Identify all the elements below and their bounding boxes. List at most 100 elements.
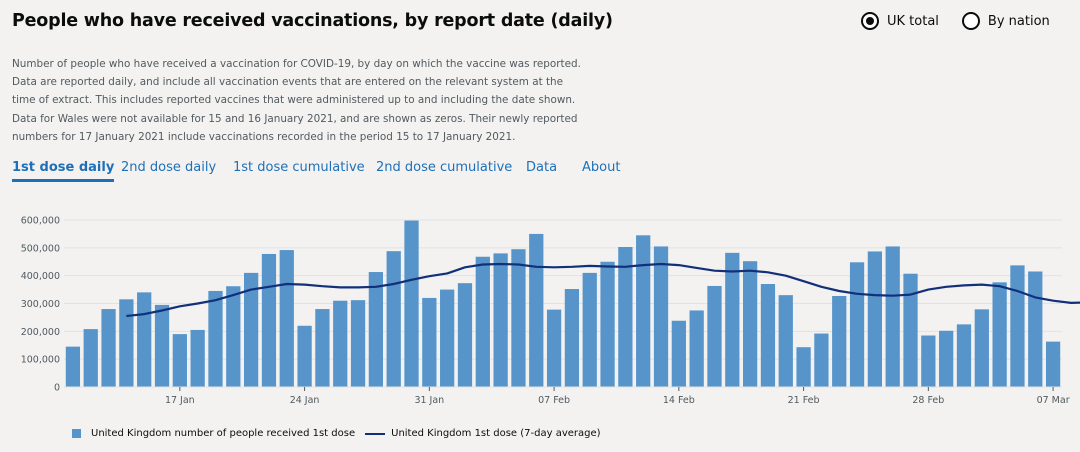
bar <box>939 330 954 387</box>
bar <box>974 309 989 387</box>
bar <box>707 285 722 387</box>
bar <box>582 272 597 387</box>
bar <box>119 299 134 387</box>
bar <box>867 251 883 387</box>
bar <box>154 304 170 387</box>
radio-selected-indicator[interactable] <box>861 12 879 30</box>
legend-item-average[interactable]: United Kingdom 1st dose (7-day average) <box>365 428 601 439</box>
tab-1st-dose-daily[interactable]: 1st dose daily <box>12 160 115 182</box>
bar <box>422 297 437 387</box>
bar <box>457 283 473 387</box>
bar <box>546 309 562 387</box>
bar <box>600 261 615 387</box>
bar <box>1028 271 1043 387</box>
legend-line-swatch <box>365 432 386 435</box>
bar <box>564 289 580 387</box>
y-tick-label: 0 <box>54 383 60 394</box>
x-tick-label: 07 Mar <box>1037 395 1070 406</box>
legend-item-bars[interactable]: United Kingdom number of people received… <box>72 428 355 439</box>
y-tick-label: 500,000 <box>21 243 60 254</box>
bar <box>1045 341 1061 387</box>
y-tick-label: 600,000 <box>21 216 60 227</box>
bar <box>368 272 384 387</box>
bar <box>243 272 259 387</box>
bar <box>653 246 669 387</box>
x-tick-label: 21 Feb <box>788 395 820 406</box>
y-tick-label: 300,000 <box>21 299 60 310</box>
radio-uk-total[interactable]: UK total <box>861 12 939 30</box>
x-tick-label: 14 Feb <box>663 395 695 406</box>
radio-uk-total-label: UK total <box>887 13 939 29</box>
y-tick-label: 100,000 <box>21 355 60 366</box>
radio-unselected-indicator[interactable] <box>961 12 980 30</box>
bar <box>921 335 936 387</box>
description-line: time of extract. This includes reported … <box>12 94 576 107</box>
bar <box>760 284 776 387</box>
bar <box>190 329 205 387</box>
bar <box>742 261 758 387</box>
bar <box>778 295 793 387</box>
legend-bar-swatch <box>72 429 81 438</box>
bar <box>1010 265 1025 387</box>
y-tick-label: 400,000 <box>21 271 60 282</box>
bar <box>956 324 972 387</box>
bar <box>725 252 740 387</box>
legend-label: United Kingdom 1st dose (7-day average) <box>391 428 601 439</box>
bar <box>350 300 366 387</box>
bar <box>689 310 704 387</box>
page-title: People who have received vaccinations, b… <box>12 11 613 31</box>
tab-2nd-dose-daily[interactable]: 2nd dose daily <box>121 160 217 175</box>
vaccinations-chart: 0 100,000 200,000 300,000 400,000 500,000 600,… <box>21 216 1080 406</box>
bar <box>208 290 223 387</box>
bar <box>832 295 847 387</box>
bar <box>315 309 330 387</box>
bar <box>796 347 811 387</box>
bar <box>992 282 1007 387</box>
bar <box>849 262 865 387</box>
bar <box>885 246 900 387</box>
y-tick-label: 200,000 <box>21 327 60 338</box>
tab-2nd-dose-cumulative[interactable]: 2nd dose cumulative <box>376 160 513 175</box>
description-line: Data for Wales were not available for 15… <box>12 112 578 125</box>
bar <box>297 325 312 387</box>
description-line: numbers for 17 January 2021 include vacc… <box>12 130 516 143</box>
bar <box>618 246 633 387</box>
bar <box>279 250 294 387</box>
x-tick-label: 17 Jan <box>165 395 195 406</box>
bar <box>529 233 544 387</box>
x-tick-label: 07 Feb <box>538 395 570 406</box>
bar <box>261 253 277 387</box>
average-line <box>126 262 1080 318</box>
bar <box>636 235 651 387</box>
bar <box>404 220 419 387</box>
bar <box>493 253 508 387</box>
bar <box>475 256 490 387</box>
chart-legend: United Kingdom number of people received… <box>72 428 601 439</box>
x-tick-label: 24 Jan <box>290 395 320 406</box>
description-line: Number of people who have received a vac… <box>12 58 581 70</box>
bar <box>386 251 401 387</box>
bar <box>440 289 455 387</box>
bar <box>333 300 348 387</box>
bar <box>172 334 187 387</box>
bar <box>511 249 526 387</box>
bar <box>671 320 686 387</box>
description-line: Data are reported daily, and include all… <box>12 76 564 89</box>
bar <box>83 329 98 387</box>
bar <box>65 346 81 387</box>
radio-by-nation[interactable]: By nation <box>961 12 1050 30</box>
bar <box>903 273 918 387</box>
bar <box>137 292 152 387</box>
chart-description: Number of people who have received a vac… <box>12 55 581 146</box>
x-tick-label: 28 Feb <box>912 395 944 406</box>
radio-by-nation-label: By nation <box>987 13 1050 29</box>
bar <box>226 286 241 387</box>
tab-data[interactable]: Data <box>526 160 558 175</box>
legend-label: United Kingdom number of people received… <box>91 428 356 439</box>
bar <box>101 309 116 387</box>
area-radio-group: UK total By nation <box>861 12 1050 30</box>
bar <box>814 333 829 387</box>
x-tick-label: 31 Jan <box>414 395 444 406</box>
tab-about[interactable]: About <box>582 160 621 175</box>
tab-1st-dose-cumulative[interactable]: 1st dose cumulative <box>233 160 365 175</box>
